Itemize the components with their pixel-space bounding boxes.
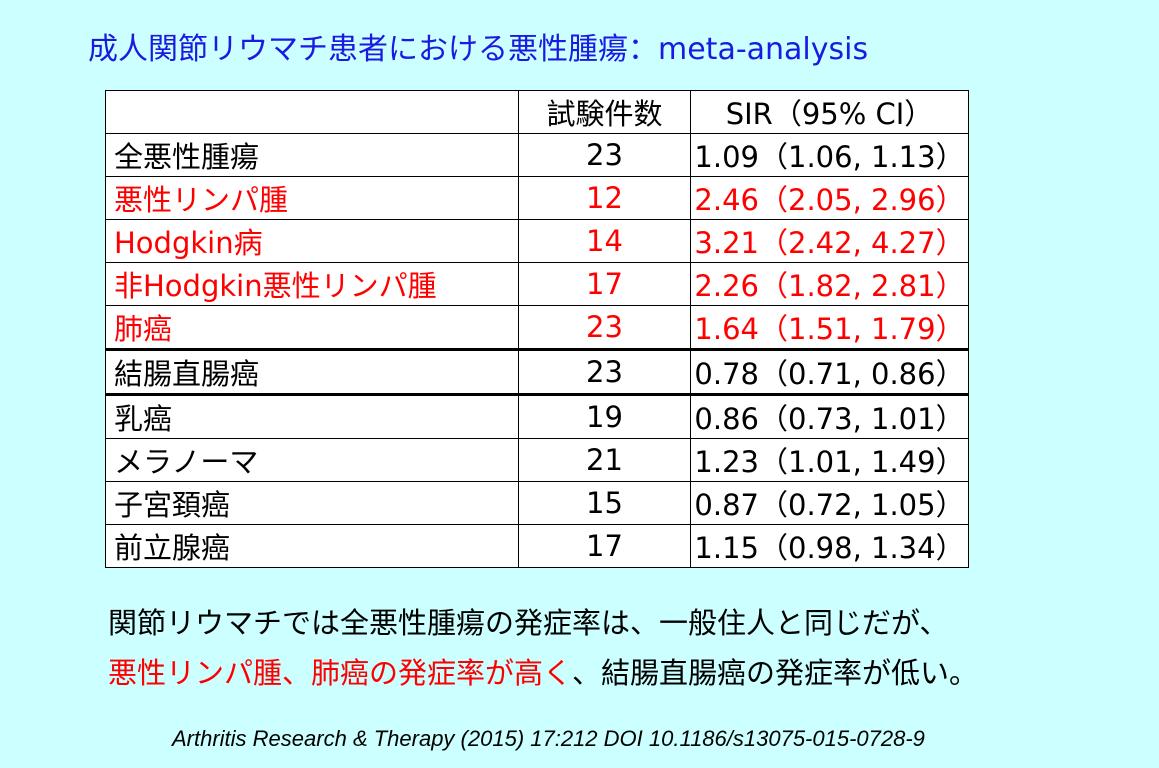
cell-sir: 3.21（2.42, 4.27） — [690, 219, 969, 263]
table-row: メラノーマ 21 1.23（1.01, 1.49） — [105, 438, 969, 482]
cell-cancer-type: 前立腺癌 — [105, 524, 519, 568]
table-row: 悪性リンパ腫 12 2.46（2.05, 2.96） — [105, 176, 969, 220]
meta-analysis-table: 試験件数 SIR（95% CI） 全悪性腫瘍 23 1.09（1.06, 1.13）… — [105, 90, 969, 568]
summary-line-2: 悪性リンパ腫、肺癌の発症率が高く、結腸直腸癌の発症率が低い。 — [108, 650, 978, 692]
cell-cancer-type: メラノーマ — [105, 438, 519, 482]
citation: Arthritis Research & Therapy (2015) 17:2… — [172, 726, 925, 751]
table-row: 非Hodgkin悪性リンパ腫 17 2.26（1.82, 2.81） — [105, 262, 969, 306]
table-row: 肺癌 23 1.64（1.51, 1.79） — [105, 305, 969, 350]
cell-cancer-type: 結腸直腸癌 — [105, 348, 519, 395]
summary-line-2-rest: 、結腸直腸癌の発症率が低い。 — [572, 656, 979, 690]
cell-trial-count: 17 — [518, 262, 691, 306]
cell-sir: 2.26（1.82, 2.81） — [690, 262, 969, 306]
cell-trial-count: 23 — [518, 305, 691, 350]
header-trial-count: 試験件数 — [518, 90, 691, 134]
table-header-row: 試験件数 SIR（95% CI） — [105, 90, 969, 134]
slide-title: 成人関節リウマチ患者における悪性腫瘍：meta-analysis — [88, 32, 869, 67]
cell-cancer-type: 悪性リンパ腫 — [105, 176, 519, 220]
cell-trial-count: 19 — [518, 393, 691, 439]
cell-cancer-type: 乳癌 — [105, 393, 519, 439]
cell-sir: 1.15（0.98, 1.34） — [690, 524, 969, 568]
cell-cancer-type: 子宮頚癌 — [105, 481, 519, 525]
table-body: 全悪性腫瘍 23 1.09（1.06, 1.13） 悪性リンパ腫 12 2.46（2.05… — [105, 133, 969, 568]
cell-trial-count: 12 — [518, 176, 691, 220]
cell-trial-count: 23 — [518, 133, 691, 177]
table-row: 結腸直腸癌 23 0.78（0.71, 0.86） — [105, 348, 969, 395]
table-row: 乳癌 19 0.86（0.73, 1.01） — [105, 393, 969, 439]
cell-trial-count: 14 — [518, 219, 691, 263]
summary-line-2-highlight: 悪性リンパ腫、肺癌の発症率が高く — [108, 656, 573, 690]
table-row: 前立腺癌 17 1.15（0.98, 1.34） — [105, 524, 969, 568]
cell-cancer-type: 全悪性腫瘍 — [105, 133, 519, 177]
cell-trial-count: 23 — [518, 348, 691, 395]
cell-sir: 1.23（1.01, 1.49） — [690, 438, 969, 482]
summary-line-1: 関節リウマチでは全悪性腫瘍の発症率は、一般住人と同じだが、 — [108, 606, 949, 640]
cell-trial-count: 17 — [518, 524, 691, 568]
cell-sir: 2.46（2.05, 2.96） — [690, 176, 969, 220]
table-row: 子宮頚癌 15 0.87（0.72, 1.05） — [105, 481, 969, 525]
cell-trial-count: 15 — [518, 481, 691, 525]
cell-sir: 0.86（0.73, 1.01） — [690, 393, 969, 439]
cell-cancer-type: 肺癌 — [105, 305, 519, 350]
cell-sir: 0.78（0.71, 0.86） — [690, 348, 969, 395]
header-name — [105, 90, 519, 134]
table-row: 全悪性腫瘍 23 1.09（1.06, 1.13） — [105, 133, 969, 177]
cell-cancer-type: Hodgkin病 — [105, 219, 519, 263]
cell-sir: 1.09（1.06, 1.13） — [690, 133, 969, 177]
table-row: Hodgkin病 14 3.21（2.42, 4.27） — [105, 219, 969, 263]
cell-cancer-type: 非Hodgkin悪性リンパ腫 — [105, 262, 519, 306]
header-sir: SIR（95% CI） — [690, 90, 969, 134]
cell-sir: 1.64（1.51, 1.79） — [690, 305, 969, 350]
cell-sir: 0.87（0.72, 1.05） — [690, 481, 969, 525]
cell-trial-count: 21 — [518, 438, 691, 482]
